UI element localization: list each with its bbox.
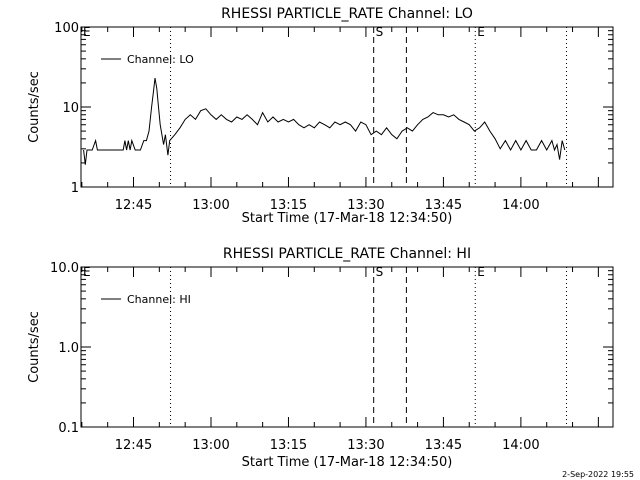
x-tick-label: 13:00 bbox=[192, 438, 229, 453]
chart-panel-0: RHESSI PARTICLE_RATE Channel: LO 1 10 100 12… bbox=[27, 6, 614, 226]
y-tick-label: 1.0 bbox=[58, 341, 79, 356]
legend-label: Channel: LO bbox=[127, 53, 194, 66]
event-marker-label: S bbox=[376, 265, 384, 279]
x-tick-label: 14:00 bbox=[502, 198, 539, 213]
footer-timestamp: 2-Sep-2022 19:55 bbox=[562, 470, 634, 479]
event-marker-label: E bbox=[83, 25, 91, 39]
plot-frame bbox=[80, 266, 614, 428]
x-tick-label: 13:15 bbox=[270, 198, 307, 213]
y-tick-label: 10.0 bbox=[50, 261, 79, 276]
x-axis-label: Start Time (17-Mar-18 12:34:50) bbox=[242, 455, 453, 470]
y-axis-label: Counts/sec bbox=[27, 71, 42, 143]
x-tick-label: 13:15 bbox=[270, 438, 307, 453]
chart-title: RHESSI PARTICLE_RATE Channel: LO bbox=[221, 6, 473, 22]
x-tick-label: 12:45 bbox=[115, 198, 152, 213]
x-tick-label: 12:45 bbox=[115, 438, 152, 453]
x-axis-label: Start Time (17-Mar-18 12:34:50) bbox=[242, 211, 453, 226]
x-tick-label: 13:45 bbox=[425, 438, 462, 453]
event-marker-label: S bbox=[376, 25, 384, 39]
y-tick-label: 0.1 bbox=[58, 421, 79, 436]
chart-panel-1: RHESSI PARTICLE_RATE Channel: HI 0.1 1.0 10… bbox=[27, 246, 614, 470]
series-line bbox=[83, 78, 566, 165]
y-axis-label: Counts/sec bbox=[27, 311, 42, 383]
y-tick-label: 10 bbox=[62, 101, 79, 116]
x-tick-label: 14:00 bbox=[502, 438, 539, 453]
chart-title: RHESSI PARTICLE_RATE Channel: HI bbox=[223, 246, 471, 262]
event-marker-label: E bbox=[477, 265, 485, 279]
event-marker-label: E bbox=[83, 265, 91, 279]
x-tick-label: 13:00 bbox=[192, 198, 229, 213]
x-tick-label: 13:45 bbox=[425, 198, 462, 213]
event-marker-label: E bbox=[477, 25, 485, 39]
x-tick-label: 13:30 bbox=[347, 438, 384, 453]
plot-frame bbox=[80, 26, 614, 188]
x-tick-label: 13:30 bbox=[347, 198, 384, 213]
y-tick-label: 100 bbox=[54, 21, 79, 36]
legend-label: Channel: HI bbox=[127, 293, 191, 306]
y-tick-label: 1 bbox=[71, 181, 79, 196]
